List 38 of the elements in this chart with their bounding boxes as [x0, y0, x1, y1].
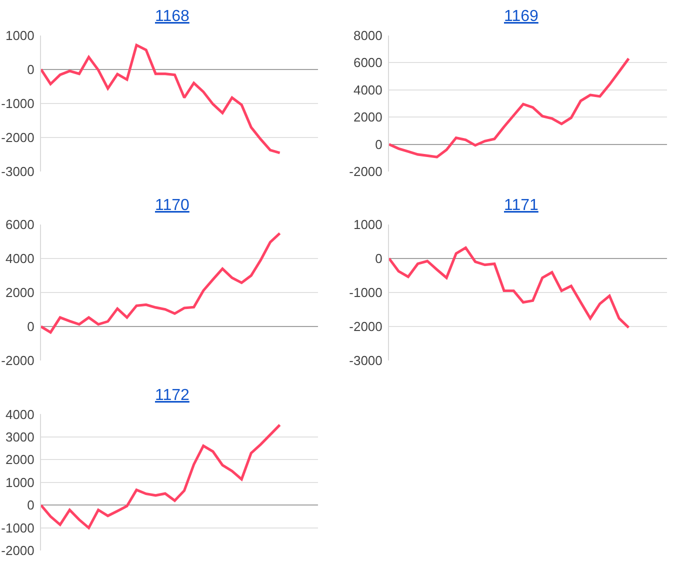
chart-title: 1170	[155, 197, 190, 214]
y-tick-label: -2000	[1, 543, 34, 558]
y-tick-label: 8000	[353, 28, 382, 43]
line-series	[389, 246, 630, 329]
y-tick-label: -2000	[1, 353, 34, 368]
y-tick-label: 6000	[353, 55, 382, 70]
y-tick-label: 0	[27, 319, 34, 334]
chart-title: 1168	[155, 8, 190, 25]
y-tick-label: 2000	[353, 110, 382, 125]
y-tick-label: 2000	[5, 452, 34, 468]
y-tick-label: -1000	[1, 520, 34, 536]
y-tick-label: -2000	[349, 164, 382, 180]
chart-title: 1171	[504, 197, 539, 214]
y-tick-label: 1000	[5, 28, 34, 43]
y-tick-label: -3000	[349, 353, 382, 368]
chart-title: 1172	[155, 387, 190, 404]
y-tick-label: 0	[27, 62, 34, 77]
line-series	[389, 57, 630, 158]
y-tick-label: 4000	[353, 82, 382, 98]
y-tick-label: 1000	[5, 474, 34, 490]
y-tick-label: -3000	[1, 164, 34, 180]
y-tick-label: 4000	[5, 406, 34, 422]
y-tick-label: -1000	[1, 96, 34, 112]
chart-title: 1169	[504, 8, 539, 25]
y-tick-label: 4000	[5, 250, 34, 266]
y-tick-label: 1000	[353, 216, 382, 232]
y-tick-label: 0	[375, 250, 382, 266]
line-series	[41, 232, 282, 334]
y-tick-label: 0	[375, 136, 382, 152]
y-tick-label: 2000	[5, 285, 34, 300]
line-series	[41, 44, 282, 154]
y-tick-label: 3000	[5, 430, 34, 445]
line-series	[41, 424, 282, 530]
y-tick-label: -2000	[1, 130, 34, 146]
y-tick-label: -2000	[349, 319, 382, 334]
y-tick-label: 6000	[5, 216, 34, 232]
y-tick-label: -1000	[349, 285, 382, 300]
y-tick-label: 0	[27, 498, 34, 513]
